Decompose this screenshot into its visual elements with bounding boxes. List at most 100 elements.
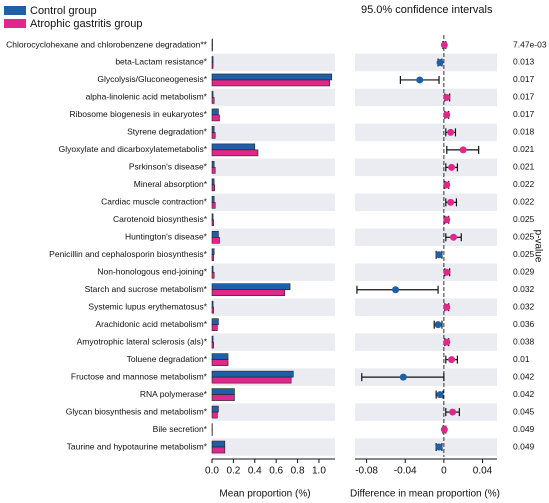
row-stripe <box>355 88 497 107</box>
category-label: Penicillin and cephalosporin biosynthesi… <box>49 249 208 259</box>
p-value-label: 0.013 <box>513 57 535 67</box>
x-tick-label: 0.4 <box>248 466 262 477</box>
difference-dot <box>440 426 448 434</box>
category-label: Systemic lupus erythematosus* <box>88 301 207 311</box>
row-stripe <box>355 403 497 421</box>
difference-dot <box>392 286 400 294</box>
row-stripe <box>212 263 335 281</box>
chart-title: 95.0% confidence intervals <box>361 4 493 16</box>
row-stripe <box>212 438 335 456</box>
difference-dot <box>440 41 448 49</box>
bar <box>211 62 214 69</box>
category-label: Taurine and hypotaurine metabolism* <box>67 441 208 451</box>
p-value-label: 0.025 <box>513 214 535 224</box>
category-label: Huntington's disease* <box>125 232 208 242</box>
category-label: Glycan biosynthesis and metabolism* <box>66 406 208 416</box>
category-label: Carotenoid biosynthesis* <box>113 214 208 224</box>
bar <box>211 271 215 279</box>
p-value-label: 0.018 <box>513 127 535 137</box>
category-label: Arachidonic acid metabolism* <box>96 319 208 329</box>
difference-dot <box>443 303 451 311</box>
row-stripe <box>212 403 335 421</box>
bar <box>211 219 214 227</box>
p-value-label: 0.042 <box>513 389 535 399</box>
category-label: Starch and sucrose metabolism* <box>85 284 208 294</box>
bar <box>211 440 226 448</box>
difference-dot <box>447 128 455 136</box>
p-value-label: 0.021 <box>513 162 535 172</box>
category-label: RNA polymerase* <box>140 389 208 399</box>
p-value-label: 0.045 <box>513 406 535 416</box>
difference-dot <box>416 76 424 84</box>
x-tick-label: 0.04 <box>473 466 493 477</box>
row-stripe <box>355 53 497 72</box>
bar <box>211 178 215 186</box>
difference-dot <box>443 338 451 346</box>
p-value-label: 0.038 <box>513 336 535 346</box>
difference-dot <box>443 93 451 101</box>
bar <box>211 79 330 87</box>
difference-dot <box>443 268 451 276</box>
bar <box>211 283 291 291</box>
x-tick-label: 0 <box>441 466 447 477</box>
bar <box>211 73 333 81</box>
bar <box>211 254 214 262</box>
bar <box>211 149 259 157</box>
bar <box>211 126 215 133</box>
bar <box>211 97 215 104</box>
x-tick-label: 0.2 <box>226 466 240 477</box>
bar <box>211 370 294 378</box>
bar <box>211 213 214 221</box>
row-stripe <box>355 193 497 212</box>
bar <box>211 56 214 63</box>
bar <box>211 132 216 139</box>
legend-label: Control group <box>30 5 97 17</box>
bar <box>211 167 216 174</box>
row-stripe <box>212 298 335 316</box>
x-tick-label: -0.04 <box>394 466 417 477</box>
category-label: Toluene degradation* <box>127 354 208 364</box>
row-stripe <box>212 228 335 247</box>
row-stripe <box>212 123 335 142</box>
bar <box>211 161 215 168</box>
bar <box>211 388 235 395</box>
row-stripe <box>355 158 497 177</box>
p-value-label: 0.025 <box>513 249 535 259</box>
p-value-label: 0.017 <box>513 109 535 119</box>
category-label: Psrkinson's disease* <box>129 162 208 172</box>
difference-dot <box>448 163 456 171</box>
bar <box>211 335 214 343</box>
difference-dot <box>399 373 407 381</box>
p-value-label: 0.022 <box>513 197 535 207</box>
category-label: Non-honologous end-joining* <box>97 266 207 276</box>
row-stripe <box>212 158 335 177</box>
bar <box>211 230 219 238</box>
bar <box>211 411 218 419</box>
bar <box>211 318 219 325</box>
p-value-label: 0.025 <box>513 232 535 242</box>
bar <box>211 44 213 52</box>
x-tick-label: -0.08 <box>355 466 378 477</box>
p-value-label: 0.049 <box>513 424 535 434</box>
category-label: Mineral absorption* <box>134 179 208 189</box>
bar <box>211 91 214 98</box>
bar <box>211 184 215 192</box>
bar <box>211 359 229 366</box>
x-tick-label: 0.0 <box>205 466 219 477</box>
bar <box>211 446 226 454</box>
y2-axis-label: p-value <box>532 230 543 263</box>
p-value-label: 0.01 <box>513 354 530 364</box>
row-stripe <box>355 298 497 316</box>
difference-dot <box>434 321 442 329</box>
bar <box>211 108 219 116</box>
bar <box>211 265 214 273</box>
difference-dot <box>443 181 451 189</box>
bar <box>211 376 292 384</box>
p-value-label: 0.042 <box>513 371 535 381</box>
difference-dot <box>448 356 456 364</box>
difference-dot <box>449 408 457 416</box>
difference-dot <box>459 146 467 154</box>
bar <box>211 341 214 349</box>
p-value-label: 0.036 <box>513 319 535 329</box>
